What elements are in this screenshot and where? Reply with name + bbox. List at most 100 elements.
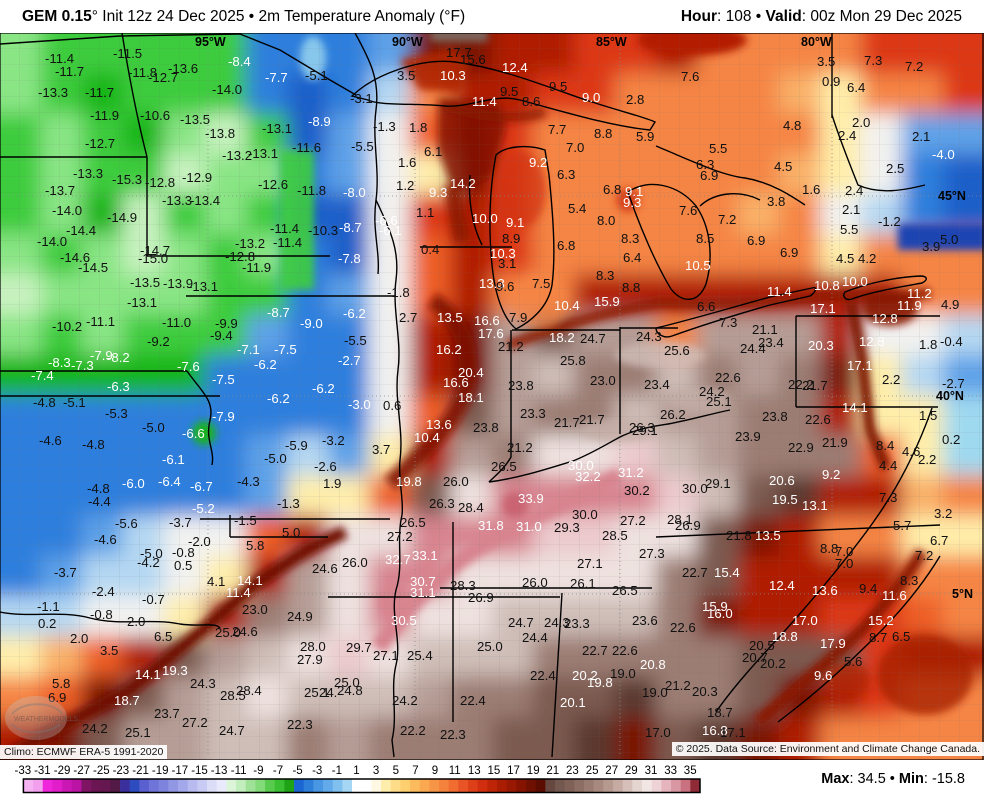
svg-text:21: 21	[546, 765, 559, 777]
svg-text:30.0: 30.0	[682, 481, 708, 496]
svg-text:-13.3: -13.3	[162, 193, 192, 208]
svg-text:17.0: 17.0	[645, 725, 671, 740]
svg-text:6.9: 6.9	[780, 245, 798, 260]
svg-text:8.9: 8.9	[502, 231, 520, 246]
svg-text:30.7: 30.7	[410, 574, 436, 589]
svg-text:3.2: 3.2	[934, 506, 952, 521]
svg-text:-5.2: -5.2	[192, 501, 215, 516]
svg-text:-13.1: -13.1	[262, 121, 292, 136]
svg-text:-10.6: -10.6	[140, 108, 170, 123]
svg-text:11: 11	[449, 765, 461, 777]
svg-text:28.5: 28.5	[602, 528, 628, 543]
svg-text:5°N: 5°N	[952, 587, 973, 601]
svg-text:6.5: 6.5	[154, 629, 172, 644]
svg-text:24.9: 24.9	[287, 609, 313, 624]
svg-text:20.4: 20.4	[458, 365, 484, 380]
svg-text:0.6: 0.6	[383, 398, 401, 413]
svg-text:-14.7: -14.7	[140, 243, 170, 258]
svg-text:31.1: 31.1	[410, 585, 436, 600]
svg-text:24.3: 24.3	[190, 676, 216, 691]
svg-text:18.7: 18.7	[114, 693, 140, 708]
svg-text:-4.6: -4.6	[39, 433, 62, 448]
svg-text:5.5: 5.5	[840, 222, 858, 237]
svg-text:3.9: 3.9	[922, 239, 940, 254]
svg-text:-5.5: -5.5	[344, 333, 367, 348]
svg-text:-5.5: -5.5	[351, 139, 374, 154]
svg-text:33.9: 33.9	[518, 491, 544, 506]
svg-text:21.9: 21.9	[822, 435, 848, 450]
svg-text:-8.3: -8.3	[48, 355, 71, 370]
svg-text:26.9: 26.9	[468, 590, 494, 605]
svg-text:-4.0: -4.0	[932, 147, 955, 162]
svg-text:7.2: 7.2	[915, 548, 933, 563]
svg-text:20.6: 20.6	[769, 473, 795, 488]
svg-text:-6.2: -6.2	[267, 391, 290, 406]
svg-text:-3.2: -3.2	[322, 433, 345, 448]
svg-text:85°W: 85°W	[596, 35, 627, 49]
svg-text:12.4: 12.4	[769, 578, 795, 593]
svg-text:-6.2: -6.2	[343, 306, 366, 321]
svg-text:-3.1: -3.1	[350, 91, 373, 106]
svg-text:-7.3: -7.3	[71, 358, 94, 373]
svg-text:26.2: 26.2	[660, 407, 686, 422]
svg-text:11.2: 11.2	[907, 286, 932, 301]
svg-text:24.8: 24.8	[337, 683, 363, 698]
svg-text:-11.9: -11.9	[242, 260, 271, 275]
svg-text:7.6: 7.6	[679, 203, 697, 218]
svg-text:26.1: 26.1	[570, 576, 596, 591]
svg-text:6.8: 6.8	[557, 238, 575, 253]
svg-text:-6.6: -6.6	[375, 213, 398, 228]
svg-text:-14.0: -14.0	[52, 203, 82, 218]
svg-text:11.4: 11.4	[226, 585, 251, 600]
svg-text:16.2: 16.2	[436, 342, 462, 357]
svg-text:31.2: 31.2	[618, 465, 644, 480]
svg-text:2.0: 2.0	[127, 614, 145, 629]
svg-text:-0.8: -0.8	[90, 607, 113, 622]
svg-text:10.3: 10.3	[440, 68, 466, 83]
svg-text:0.2: 0.2	[38, 616, 56, 631]
svg-text:29.7: 29.7	[346, 640, 372, 655]
svg-text:7.7: 7.7	[548, 122, 566, 137]
svg-text:4.6: 4.6	[902, 444, 920, 459]
svg-text:-7.9: -7.9	[90, 348, 113, 363]
svg-text:22.4: 22.4	[530, 668, 556, 683]
svg-text:0.9: 0.9	[822, 74, 840, 89]
svg-text:24.: 24.	[319, 685, 337, 700]
svg-text:2.4: 2.4	[845, 183, 863, 198]
svg-text:25.4: 25.4	[407, 648, 433, 663]
svg-text:9.2: 9.2	[822, 467, 840, 482]
svg-text:26.0: 26.0	[443, 474, 469, 489]
svg-text:3.5: 3.5	[397, 68, 415, 83]
svg-text:-2.0: -2.0	[188, 534, 211, 549]
svg-text:26.5: 26.5	[400, 515, 426, 530]
svg-text:6.9: 6.9	[48, 690, 66, 705]
svg-text:-6.3: -6.3	[107, 379, 130, 394]
svg-text:21.1: 21.1	[752, 322, 778, 337]
svg-text:9.1: 9.1	[625, 184, 643, 199]
svg-text:-1.1: -1.1	[37, 599, 60, 614]
svg-text:22.4: 22.4	[460, 693, 486, 708]
svg-text:6.3: 6.3	[557, 167, 575, 182]
svg-text:8.3: 8.3	[900, 573, 918, 588]
svg-text:-1.3: -1.3	[277, 496, 300, 511]
svg-text:1.8: 1.8	[919, 337, 937, 352]
svg-text:3.5: 3.5	[817, 54, 835, 69]
svg-text:24.3: 24.3	[544, 615, 570, 630]
svg-text:29.1: 29.1	[632, 423, 658, 438]
svg-text:9.2: 9.2	[529, 155, 547, 170]
svg-text:22.9: 22.9	[788, 440, 814, 455]
svg-text:WEATHERMODELS: WEATHERMODELS	[14, 716, 78, 723]
svg-text:10.8: 10.8	[814, 278, 840, 293]
svg-text:45°N: 45°N	[938, 189, 966, 203]
svg-text:33.1: 33.1	[412, 548, 438, 563]
svg-text:-23: -23	[113, 765, 130, 777]
svg-text:13.6: 13.6	[426, 417, 452, 432]
svg-text:15.9: 15.9	[594, 294, 620, 309]
svg-text:7.6: 7.6	[681, 69, 699, 84]
svg-text:15.4: 15.4	[714, 565, 740, 580]
svg-text:14.1: 14.1	[135, 667, 161, 682]
svg-text:31.0: 31.0	[516, 519, 542, 534]
svg-text:-8.0: -8.0	[343, 185, 366, 200]
svg-text:20.8: 20.8	[640, 657, 666, 672]
svg-text:9: 9	[432, 765, 438, 777]
